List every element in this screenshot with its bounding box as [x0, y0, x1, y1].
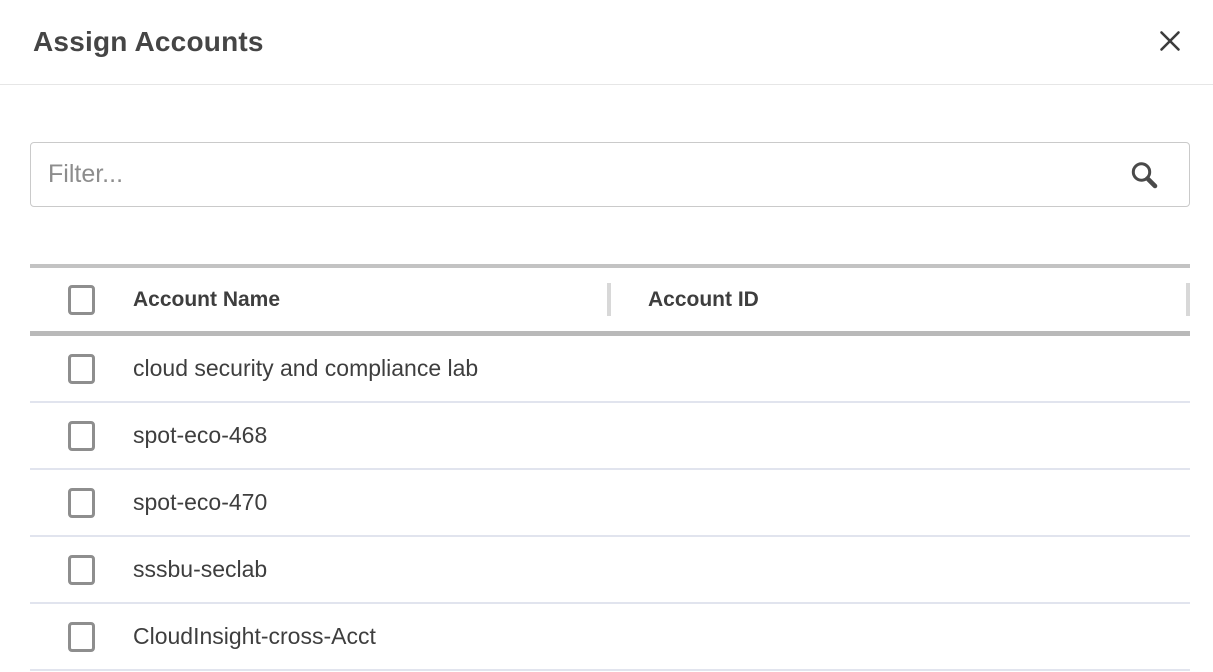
- account-name-cell: spot-eco-470: [133, 489, 268, 515]
- table-row[interactable]: spot-eco-468: [30, 403, 1190, 470]
- accounts-table: Account Name Account ID cloud security a…: [30, 264, 1190, 671]
- row-checkbox[interactable]: [68, 554, 95, 585]
- column-header-account-id: Account ID: [648, 287, 759, 311]
- filter-section: [30, 142, 1190, 207]
- table-row[interactable]: sssbu-seclab: [30, 537, 1190, 604]
- checkbox-cell: [30, 420, 133, 451]
- account-name-cell: cloud security and compliance lab: [133, 355, 479, 381]
- column-separator: [607, 283, 611, 316]
- close-icon: [1158, 29, 1182, 56]
- row-checkbox[interactable]: [68, 487, 95, 518]
- select-all-cell: [30, 284, 133, 315]
- page-title: Assign Accounts: [33, 26, 264, 57]
- row-checkbox[interactable]: [68, 353, 95, 384]
- table-row[interactable]: spot-eco-470: [30, 470, 1190, 537]
- checkbox-cell: [30, 621, 133, 652]
- table-row[interactable]: cloud security and compliance lab: [30, 336, 1190, 403]
- close-button[interactable]: [1157, 29, 1183, 55]
- modal-header: Assign Accounts: [0, 0, 1213, 85]
- checkbox-cell: [30, 353, 133, 384]
- checkbox-cell: [30, 487, 133, 518]
- filter-input[interactable]: [30, 142, 1190, 207]
- account-name-cell: spot-eco-468: [133, 422, 268, 448]
- row-checkbox[interactable]: [68, 621, 95, 652]
- column-separator: [1186, 283, 1190, 316]
- table-row[interactable]: CloudInsight-cross-Acct: [30, 604, 1190, 671]
- checkbox-cell: [30, 554, 133, 585]
- account-name-cell: sssbu-seclab: [133, 556, 268, 582]
- column-header-account-name: Account Name: [133, 287, 281, 311]
- account-name-cell: CloudInsight-cross-Acct: [133, 623, 376, 649]
- row-checkbox[interactable]: [68, 420, 95, 451]
- select-all-checkbox[interactable]: [68, 284, 95, 315]
- table-header-row: Account Name Account ID: [30, 264, 1190, 336]
